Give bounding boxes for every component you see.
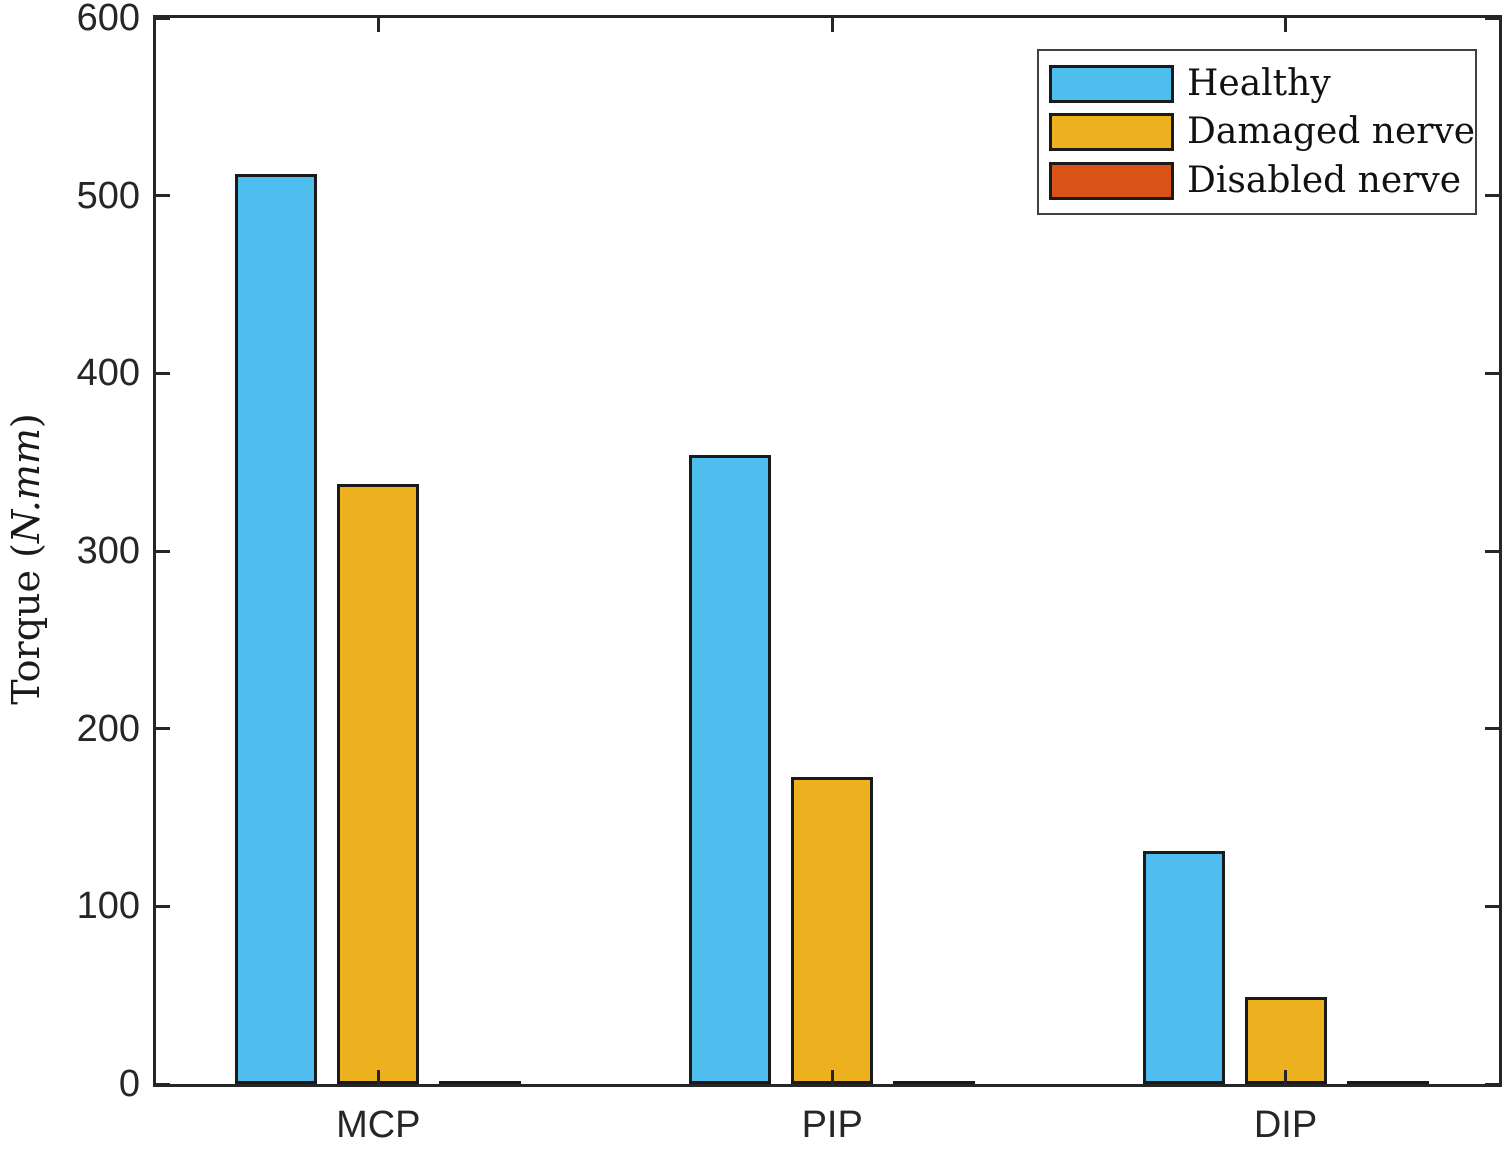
y-tick-mark: [156, 1082, 170, 1086]
bar-healthy-mcp: [235, 174, 318, 1084]
y-tick-mark-right: [1485, 727, 1499, 731]
x-tick-mark: [376, 1070, 380, 1084]
y-tick-mark-right: [1485, 549, 1499, 553]
x-tick-mark-top: [830, 18, 834, 32]
y-tick-mark: [156, 727, 170, 731]
x-tick-mark-top: [1284, 18, 1287, 32]
y-tick-label: 400: [76, 352, 140, 395]
y-tick-label: 0: [118, 1063, 140, 1105]
x-tick-mark-top: [376, 18, 380, 32]
y-tick-label: 200: [76, 707, 140, 750]
legend-row-healthy: Healthy: [1049, 62, 1475, 104]
y-axis-label-suffix: ): [4, 413, 48, 429]
legend-swatch-disabled-nerve: [1049, 161, 1174, 200]
y-tick-mark: [156, 194, 170, 198]
y-tick-label: 100: [76, 885, 140, 928]
y-tick-mark: [156, 549, 170, 553]
y-tick-mark-right: [1485, 194, 1499, 198]
y-tick-mark-right: [1485, 16, 1499, 20]
y-tick-label: 500: [76, 174, 140, 217]
y-tick-label: 600: [76, 0, 140, 39]
x-tick-label: MCP: [336, 1104, 421, 1146]
legend-label-healthy: Healthy: [1187, 62, 1331, 104]
bar-disabled-nerve-mcp: [439, 1081, 522, 1084]
y-tick-mark: [156, 904, 170, 908]
legend-swatch-damaged-nerve: [1049, 113, 1174, 151]
bar-disabled-nerve-pip: [893, 1081, 976, 1084]
y-tick-mark-right: [1485, 1082, 1499, 1086]
bar-disabled-nerve-dip: [1346, 1081, 1429, 1084]
y-tick-label: 300: [76, 530, 140, 572]
legend-label-damaged-nerve: Damaged nerve: [1187, 111, 1476, 152]
y-axis-label-units: N.mm: [4, 428, 48, 544]
x-tick-label: PIP: [801, 1104, 863, 1146]
x-tick-label: DIP: [1253, 1104, 1318, 1146]
legend-row-damaged-nerve: Damaged nerve: [1049, 112, 1475, 152]
legend-label-disabled-nerve: Disabled nerve: [1187, 159, 1462, 201]
y-tick-mark-right: [1485, 904, 1499, 908]
legend-swatch-healthy: [1049, 64, 1174, 103]
y-tick-mark: [156, 16, 170, 20]
bar-damaged-nerve-pip: [791, 776, 874, 1084]
y-tick-mark-right: [1485, 371, 1499, 375]
bar-healthy-dip: [1142, 851, 1225, 1084]
x-tick-mark: [830, 1070, 834, 1084]
legend: Healthy Damaged nerve Disabled nerve: [1037, 49, 1477, 215]
bar-healthy-pip: [689, 455, 772, 1084]
legend-row-disabled-nerve: Disabled nerve: [1049, 159, 1475, 201]
y-tick-mark: [156, 371, 170, 375]
x-tick-mark: [1284, 1070, 1287, 1084]
bar-damaged-nerve-mcp: [337, 483, 420, 1084]
